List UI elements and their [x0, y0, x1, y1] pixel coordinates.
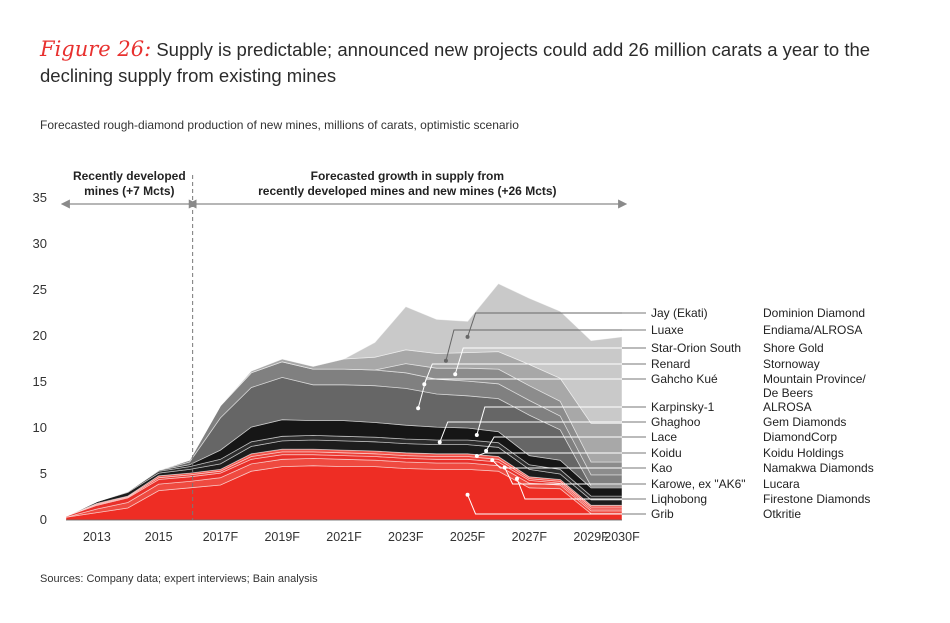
legend-mine-star-orion-south: Star-Orion South — [651, 341, 741, 355]
figure-title-text: Supply is predictable; announced new pro… — [40, 39, 871, 86]
callout-line-kao — [491, 459, 646, 469]
callout-line-renard — [423, 363, 646, 385]
callout-dot-liqhobong — [514, 476, 519, 481]
callout-line-jay-ekati — [467, 312, 646, 338]
callout-dot-jay-ekati — [465, 334, 470, 339]
callout-dot-gahcho-ku — [416, 406, 421, 411]
legend-company-ghaghoo: Gem Diamonds — [763, 415, 846, 429]
callout-line-koidu — [476, 452, 646, 457]
callout-line-gahcho-ku — [417, 378, 646, 409]
x-tick-label: 2019F — [264, 530, 300, 544]
y-tick-label: 5 — [40, 466, 47, 481]
y-tick-label: 0 — [40, 512, 47, 527]
callout-line-ghaghoo — [439, 421, 646, 443]
legend-company-grib: Otkritie — [763, 507, 801, 521]
legend-mine-lace: Lace — [651, 430, 677, 444]
x-tick-label: 2025F — [450, 530, 486, 544]
legend-company-karpinsky-1: ALROSA — [763, 400, 812, 414]
callout-dot-star-orion-south — [453, 372, 458, 377]
legend-company-karowe-ex-ak6: Lucara — [763, 477, 800, 491]
callout-dot-koidu — [474, 453, 479, 458]
y-tick-label: 15 — [33, 374, 47, 389]
callout-dot-grib — [465, 492, 470, 497]
chart-subtitle: Forecasted rough-diamond production of n… — [40, 118, 519, 132]
y-tick-label: 10 — [33, 420, 47, 435]
legend-company-gahcho-ku: Mountain Province/ — [763, 372, 866, 386]
legend-company-renard: Stornoway — [763, 357, 820, 371]
legend-mine-luaxe: Luaxe — [651, 323, 684, 337]
callout-dot-lace — [484, 448, 489, 453]
callout-line-karpinsky-1 — [476, 406, 646, 436]
legend-mine-liqhobong: Liqhobong — [651, 492, 707, 506]
figure-title: Figure 26: Supply is predictable; announ… — [40, 36, 930, 89]
y-tick-label: 25 — [33, 282, 47, 297]
legend-company-jay-ekati: Dominion Diamond — [763, 306, 865, 320]
callout-line-grib — [467, 494, 646, 515]
annotation-recent-text: mines (+7 Mcts) — [84, 184, 174, 198]
legend-company-kao: Namakwa Diamonds — [763, 461, 874, 475]
x-tick-label: 2017F — [203, 530, 239, 544]
annotation-forecast-text: recently developed mines and new mines (… — [258, 184, 556, 198]
legend-company-liqhobong: Firestone Diamonds — [763, 492, 870, 506]
legend-mine-karpinsky-1: Karpinsky-1 — [651, 400, 715, 414]
callout-dot-kao — [490, 458, 495, 463]
callout-line-star-orion-south — [454, 347, 646, 375]
legend-mine-kao: Kao — [651, 461, 673, 475]
x-tick-label: 2027F — [512, 530, 548, 544]
figure-label: Figure 26: — [40, 37, 152, 61]
source-note: Sources: Company data; expert interviews… — [40, 573, 318, 585]
legend-company-gahcho-ku: De Beers — [763, 386, 813, 400]
legend-mine-renard: Renard — [651, 357, 690, 371]
callout-dot-luaxe — [443, 358, 448, 363]
callout-line-karowe-ex-ak6 — [504, 467, 646, 485]
y-tick-label: 30 — [33, 236, 47, 251]
x-tick-label: 2023F — [388, 530, 424, 544]
legend-mine-jay-ekati: Jay (Ekati) — [651, 306, 708, 320]
callout-dot-karpinsky-1 — [474, 432, 479, 437]
legend-mine-ghaghoo: Ghaghoo — [651, 415, 701, 429]
legend-mine-koidu: Koidu — [651, 446, 682, 460]
area-jay-ekati — [65, 283, 623, 517]
legend-mine-grib: Grib — [651, 507, 674, 521]
legend-company-luaxe: Endiama/ALROSA — [763, 323, 862, 337]
legend-mine-karowe-ex-ak6: Karowe, ex "AK6" — [651, 477, 746, 491]
legend-mine-gahcho-ku: Gahcho Kué — [651, 372, 718, 386]
x-tick-label: 2030F — [604, 530, 640, 544]
callout-line-lace — [485, 436, 646, 452]
callout-line-liqhobong — [516, 478, 646, 500]
callout-dot-ghaghoo — [437, 440, 442, 445]
legend-company-koidu: Koidu Holdings — [763, 446, 844, 460]
callout-dot-karowe-ex-ak6 — [502, 465, 507, 470]
callout-line-luaxe — [445, 329, 646, 361]
legend-company-star-orion-south: Shore Gold — [763, 341, 824, 355]
annotation-forecast-text: Forecasted growth in supply from — [311, 169, 504, 183]
x-tick-label: 2029F — [573, 530, 609, 544]
legend-company-lace: DiamondCorp — [763, 430, 837, 444]
x-tick-label: 2015 — [145, 530, 173, 544]
x-tick-label: 2013 — [83, 530, 111, 544]
annotation-recent-text: Recently developed — [73, 169, 186, 183]
y-tick-label: 20 — [33, 328, 47, 343]
y-tick-label: 35 — [33, 190, 47, 205]
x-tick-label: 2021F — [326, 530, 362, 544]
